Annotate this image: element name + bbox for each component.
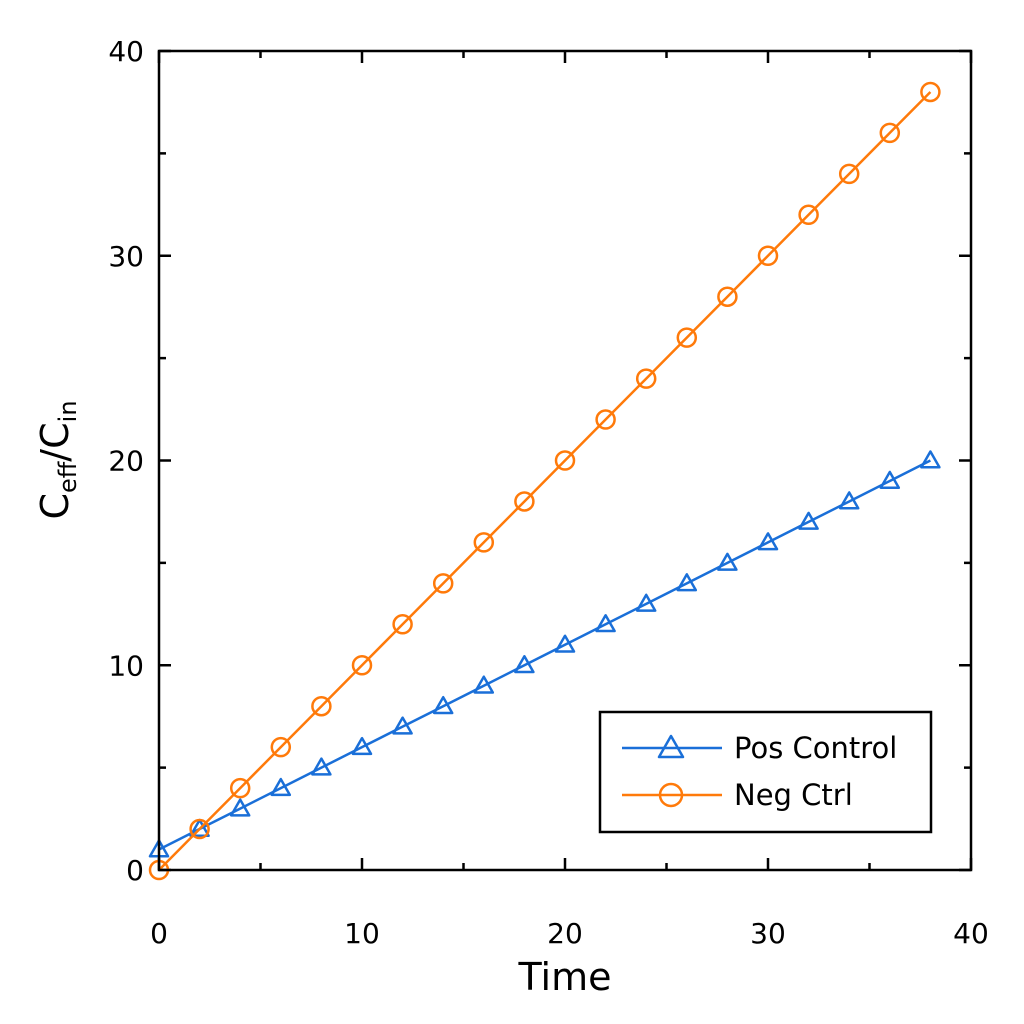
data-point-circle <box>351 655 373 676</box>
data-point-triangle <box>473 675 495 694</box>
data-point-circle <box>189 818 210 840</box>
data-point-circle <box>595 409 616 430</box>
data-point-triangle <box>351 736 373 756</box>
y-tick-label: 30 <box>108 240 144 273</box>
legend: Pos Control Neg Ctrl <box>598 710 933 834</box>
legend-label: Pos Control <box>734 731 897 765</box>
data-point-triangle <box>311 757 332 776</box>
data-point-triangle <box>229 798 251 817</box>
x-tick-label: 30 <box>750 917 786 950</box>
data-point-circle <box>270 736 292 758</box>
data-point-triangle <box>392 716 413 735</box>
data-point-triangle <box>920 450 941 469</box>
data-point-triangle <box>657 734 685 759</box>
y-tick-labels: 0 10 20 30 40 <box>108 35 144 887</box>
data-point-triangle <box>676 573 698 592</box>
legend-item: Pos Control <box>622 731 897 765</box>
y-tick-label: 0 <box>126 854 144 887</box>
data-point-circle <box>229 777 251 799</box>
data-point-circle <box>554 450 576 471</box>
data-point-circle <box>432 573 454 594</box>
data-point-triangle <box>798 511 819 530</box>
legend-item: Neg Ctrl <box>622 778 853 812</box>
data-point-circle <box>879 122 901 144</box>
series-neg-ctrl <box>148 81 941 881</box>
data-point-circle <box>757 245 779 266</box>
data-point-circle <box>311 695 332 717</box>
data-point-triangle <box>432 695 454 715</box>
x-tick-label: 0 <box>150 917 168 950</box>
y-axis-title: Ceff/Cin <box>33 400 82 519</box>
y-tick-label: 40 <box>108 35 144 68</box>
x-axis-title: Time <box>518 955 612 999</box>
data-point-triangle <box>635 593 657 612</box>
y-tick-label: 20 <box>108 445 144 478</box>
data-point-triangle <box>554 634 576 653</box>
data-point-circle <box>514 491 535 512</box>
x-tick-labels: 0 10 20 30 40 <box>150 917 989 950</box>
data-point-circle <box>658 782 684 808</box>
data-point-circle <box>635 368 657 389</box>
x-tick-label: 10 <box>344 917 380 950</box>
data-point-triangle <box>879 470 901 489</box>
data-point-circle <box>392 614 413 635</box>
data-point-circle <box>717 286 738 307</box>
legend-label: Neg Ctrl <box>734 778 853 812</box>
data-point-triangle <box>757 532 779 551</box>
data-point-circle <box>920 81 941 103</box>
series-pos-control <box>148 450 941 858</box>
plot-frame <box>157 49 973 872</box>
data-point-circle <box>676 327 698 348</box>
data-point-circle <box>798 204 819 226</box>
data-point-triangle <box>717 552 738 571</box>
data-point-triangle <box>514 655 535 674</box>
data-point-circle <box>473 532 495 553</box>
legend-box <box>598 710 933 834</box>
x-tick-label: 20 <box>547 917 583 950</box>
y-tick-label: 10 <box>108 649 144 682</box>
data-point-triangle <box>270 777 292 797</box>
x-tick-label: 40 <box>953 917 989 950</box>
data-point-triangle <box>595 614 616 633</box>
data-point-triangle <box>838 491 860 510</box>
data-point-triangle <box>189 818 210 838</box>
series-layer <box>148 81 941 881</box>
data-point-circle <box>838 163 860 185</box>
